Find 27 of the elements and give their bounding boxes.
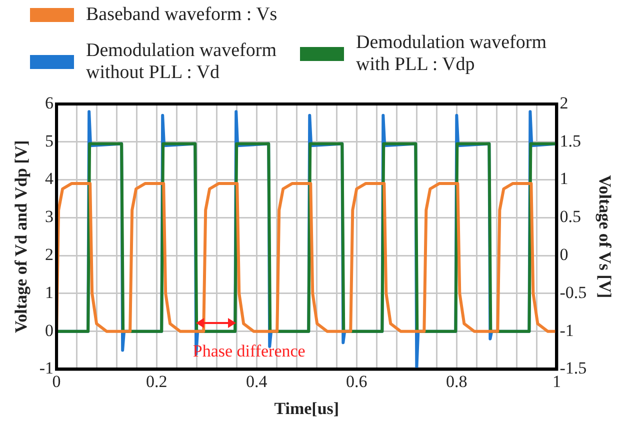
x-tick-label: 0.2 [146,372,168,391]
legend-label: Baseband waveform : Vs [86,4,278,26]
y2-tick-label: 1 [560,169,568,188]
x-tick-label: 0.8 [446,372,468,391]
y-tick-label: 5 [45,131,54,150]
y2-tick-label: -0.5 [560,282,587,302]
y2-tick-label: 0 [560,245,568,264]
x-tick-label: 1 [552,372,561,391]
x-axis-title: Time[us] [274,399,340,418]
y2-tick-label: 0.5 [560,207,581,226]
y2-tick-label: 2 [560,93,568,112]
y2-tick-label: 1.5 [560,131,581,150]
y-tick-label: 6 [45,93,54,112]
x-tick-label: 0.6 [346,372,368,391]
y2-tick-label: -1.5 [560,358,587,378]
y-tick-label: 3 [45,207,54,226]
y-tick-label: 1 [45,282,54,302]
y2-tick-label: -1 [560,320,574,340]
y2-axis-title: Voltage of Vs [V] [595,174,614,298]
y-tick-label: 0 [45,320,54,340]
legend-label: Demodulation waveform without PLL : Vd [86,40,278,84]
y-axis-title: Voltage of Vd and Vdp [V] [12,140,31,334]
legend-label: Demodulation waveform with PLL : Vdp [356,32,548,76]
y-tick-label: 2 [45,245,54,264]
y-tick-label: -1 [39,358,54,378]
x-tick-label: 0.4 [246,372,268,391]
y-tick-label: 4 [45,169,54,188]
